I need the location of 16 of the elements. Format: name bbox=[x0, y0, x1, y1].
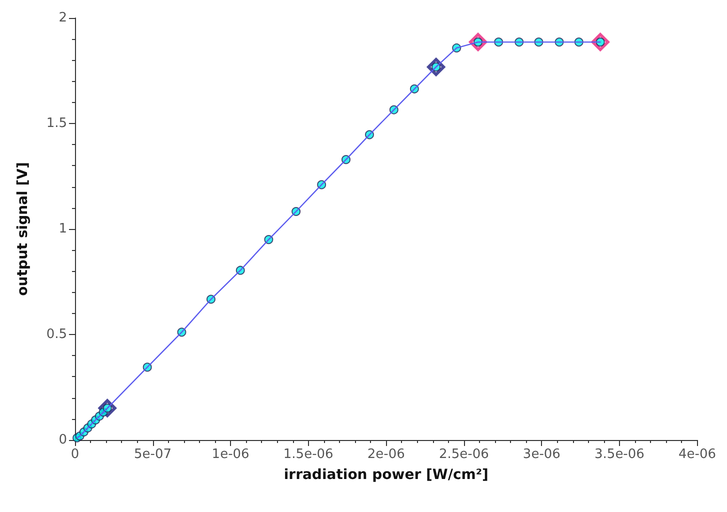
x-tick-label: 2.5e-06 bbox=[438, 447, 489, 462]
x-tick-label: 3.5e-06 bbox=[594, 447, 644, 462]
x-tick-label: 1e-06 bbox=[212, 447, 250, 462]
y-tick-label: 0.5 bbox=[46, 327, 67, 342]
x-tick-label: 5e-07 bbox=[134, 447, 172, 462]
y-tick-label: 1.5 bbox=[46, 116, 67, 131]
x-tick-label: 2e-06 bbox=[367, 447, 405, 462]
y-axis-title: output signal [V] bbox=[15, 162, 31, 296]
x-tick-label: 4e-06 bbox=[678, 447, 716, 462]
x-tick-label: 1.5e-06 bbox=[283, 447, 334, 462]
x-tick-label: 0 bbox=[70, 447, 80, 462]
y-tick-label: 2 bbox=[58, 10, 67, 26]
y-tick-label: 0 bbox=[58, 432, 67, 448]
y-tick-label: 1 bbox=[58, 222, 67, 236]
x-tick-label: 3e-06 bbox=[522, 447, 560, 462]
x-axis-title: irradiation power [W/cm²] bbox=[284, 467, 488, 483]
